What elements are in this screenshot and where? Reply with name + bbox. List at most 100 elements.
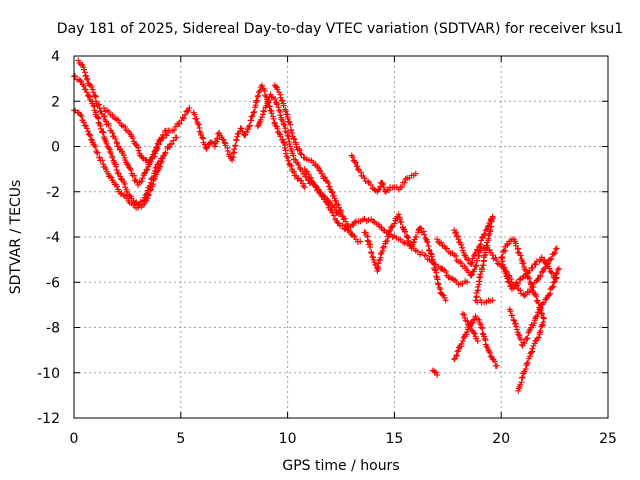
data-point xyxy=(389,234,396,241)
data-point xyxy=(263,93,270,100)
data-point xyxy=(430,259,437,266)
data-point xyxy=(533,298,540,305)
data-point xyxy=(154,168,161,175)
data-point xyxy=(477,324,484,331)
data-point xyxy=(423,238,430,245)
x-tick-label: 25 xyxy=(599,431,617,447)
x-tick-label: 20 xyxy=(492,431,510,447)
data-point xyxy=(417,224,424,231)
data-point xyxy=(325,179,332,186)
data-point xyxy=(433,273,440,280)
data-point xyxy=(458,241,465,248)
data-point xyxy=(500,248,507,255)
data-point xyxy=(341,215,348,222)
y-tick-label: -8 xyxy=(46,321,60,337)
data-point xyxy=(82,86,89,93)
data-point xyxy=(281,122,288,129)
data-point xyxy=(442,297,449,304)
data-point xyxy=(282,150,289,157)
data-point xyxy=(120,192,127,199)
data-point xyxy=(194,120,201,127)
data-point xyxy=(80,83,87,90)
data-point xyxy=(157,159,164,166)
data-point xyxy=(328,207,335,214)
data-point xyxy=(428,253,435,260)
data-point xyxy=(367,181,374,188)
data-point xyxy=(258,82,265,89)
data-point xyxy=(139,175,146,182)
data-point xyxy=(475,316,482,323)
data-point xyxy=(100,105,107,112)
data-point xyxy=(459,310,466,317)
data-point xyxy=(461,315,468,322)
data-point xyxy=(474,287,481,294)
data-point xyxy=(152,148,159,155)
data-point xyxy=(453,352,460,359)
data-point xyxy=(280,120,287,127)
data-point xyxy=(483,244,490,251)
data-point xyxy=(291,169,298,176)
data-point xyxy=(377,251,384,258)
data-point xyxy=(436,284,443,291)
data-point xyxy=(271,95,278,102)
data-point xyxy=(265,97,272,104)
data-point xyxy=(108,174,115,181)
data-point xyxy=(329,189,336,196)
data-point xyxy=(284,115,291,122)
data-point xyxy=(186,105,193,112)
data-point xyxy=(246,122,253,129)
data-point xyxy=(251,108,258,115)
data-point xyxy=(460,334,467,341)
data-point xyxy=(401,179,408,186)
data-point xyxy=(538,254,545,261)
data-point xyxy=(103,140,110,147)
data-point xyxy=(151,148,158,155)
y-tick-label: -4 xyxy=(46,230,60,246)
data-point xyxy=(391,220,398,227)
data-point xyxy=(193,115,200,122)
data-point xyxy=(150,151,157,158)
y-axis-label: SDTVAR / TECUs xyxy=(8,180,24,295)
data-point xyxy=(376,186,383,193)
data-point xyxy=(550,250,557,257)
data-point xyxy=(529,345,536,352)
data-point xyxy=(141,170,148,177)
data-point xyxy=(83,125,90,132)
data-point xyxy=(221,139,228,146)
data-point xyxy=(296,147,303,154)
data-point xyxy=(540,265,547,272)
data-point xyxy=(92,92,99,99)
data-point xyxy=(357,238,364,245)
data-point xyxy=(105,122,112,129)
data-point xyxy=(474,257,481,264)
data-point xyxy=(156,165,163,172)
data-point xyxy=(143,197,150,204)
x-tick-label: 10 xyxy=(279,431,297,447)
data-point xyxy=(162,149,169,156)
data-point xyxy=(83,89,90,96)
data-point xyxy=(438,239,445,246)
data-point xyxy=(375,186,382,193)
data-point xyxy=(275,104,282,111)
data-point xyxy=(476,281,483,288)
data-point xyxy=(514,326,521,333)
data-point xyxy=(256,120,263,127)
data-point xyxy=(540,315,547,322)
data-point xyxy=(517,287,524,294)
data-point xyxy=(518,256,525,263)
data-point xyxy=(180,115,187,122)
data-point xyxy=(352,159,359,166)
data-point xyxy=(507,308,514,315)
data-point xyxy=(199,134,206,141)
data-point xyxy=(492,358,499,365)
data-point xyxy=(534,276,541,283)
data-point xyxy=(514,245,521,252)
data-point xyxy=(105,145,112,152)
data-point xyxy=(250,109,257,116)
data-point xyxy=(472,263,479,270)
data-point xyxy=(97,122,104,129)
data-point xyxy=(72,73,79,80)
data-point xyxy=(107,150,114,157)
data-point xyxy=(109,154,116,161)
data-point xyxy=(371,186,378,193)
